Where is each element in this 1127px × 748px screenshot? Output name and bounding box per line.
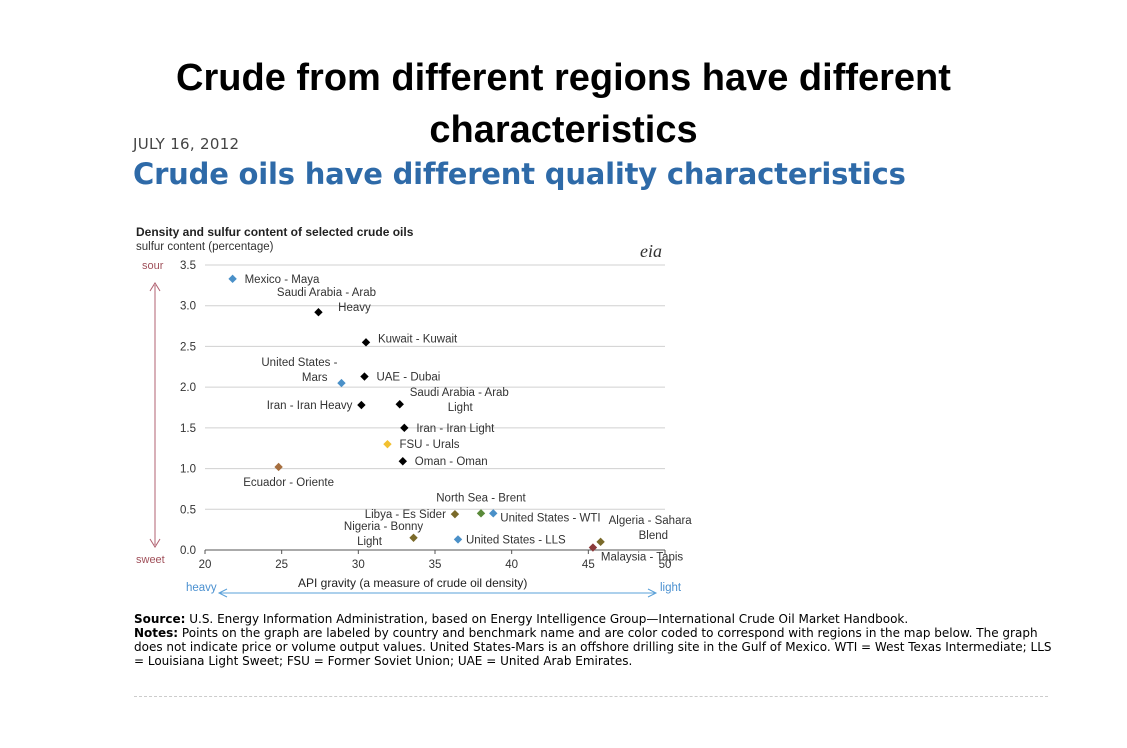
data-point-marker bbox=[476, 509, 486, 518]
notes-text: Points on the graph are labeled by count… bbox=[134, 626, 1052, 668]
page-title: Crude from different regions have differ… bbox=[176, 57, 951, 151]
y-tick-label: 3.0 bbox=[180, 301, 196, 313]
data-point-marker bbox=[596, 537, 605, 547]
axes: 0.0 0.5 1.0 1.5 2.0 2.5 3.0 3.5 20 25 30 35 40 45 50 bbox=[149, 260, 672, 598]
sulfur-arrow-down bbox=[149, 538, 161, 548]
data-point-label: Oman - Oman bbox=[415, 456, 488, 468]
data-point-marker bbox=[360, 372, 369, 381]
data-point-label: Malaysia - Tapis bbox=[601, 552, 683, 564]
data-point-marker bbox=[357, 400, 366, 410]
x-tick-label: 25 bbox=[275, 559, 288, 571]
data-point-label: United States - WTI bbox=[500, 512, 600, 524]
data-point-label: North Sea - Brent bbox=[436, 492, 526, 504]
light-label: light bbox=[660, 582, 682, 594]
data-point-label: UAE - Dubai bbox=[376, 372, 440, 384]
source-text: U.S. Energy Information Administration, … bbox=[185, 612, 909, 626]
gravity-arrow-right bbox=[647, 588, 658, 598]
data-point-marker bbox=[588, 543, 598, 552]
y-tick-label: 0.5 bbox=[180, 504, 196, 516]
notes-label: Notes: bbox=[134, 626, 179, 640]
chart-title: Density and sulfur content of selected c… bbox=[136, 225, 414, 239]
x-tick-label: 35 bbox=[429, 559, 442, 571]
y-tick-label: 0.0 bbox=[180, 545, 196, 557]
y-tick-label: 2.0 bbox=[180, 382, 196, 394]
data-point-label: Light bbox=[448, 402, 474, 414]
data-point-label: Iran - Iran Heavy bbox=[267, 400, 353, 412]
source-label: Source: bbox=[134, 612, 186, 626]
data-point-label: Heavy bbox=[338, 302, 371, 314]
data-point-label: Kuwait - Kuwait bbox=[378, 333, 458, 345]
x-tick-label: 40 bbox=[505, 559, 518, 571]
data-point-marker bbox=[489, 509, 498, 518]
data-point-label: Saudi Arabia - Arab bbox=[410, 387, 509, 399]
data-point-marker bbox=[409, 533, 418, 542]
post-date: JULY 16, 2012 bbox=[133, 135, 240, 153]
y-tick-label: 1.5 bbox=[180, 423, 196, 435]
x-tick-label: 50 bbox=[659, 559, 672, 571]
data-point-label: Saudi Arabia - Arab bbox=[277, 287, 376, 299]
data-point-marker bbox=[395, 400, 404, 409]
x-tick-label: 20 bbox=[199, 559, 212, 571]
data-point-marker bbox=[337, 378, 346, 388]
data-point-label: United States - bbox=[261, 357, 337, 369]
notes-line: Notes: Points on the graph are labeled b… bbox=[134, 626, 1054, 668]
sweet-label: sweet bbox=[136, 554, 165, 566]
data-point-marker bbox=[450, 509, 460, 519]
data-point-marker bbox=[383, 439, 392, 449]
data-point-marker bbox=[314, 308, 323, 317]
x-axis-label: API gravity (a measure of crude oil dens… bbox=[298, 576, 527, 590]
sour-label: sour bbox=[142, 260, 164, 272]
data-point-label: Mexico - Maya bbox=[245, 274, 320, 286]
y-tick-label: 1.0 bbox=[180, 464, 196, 476]
data-point-marker bbox=[398, 457, 407, 466]
eia-logo: eia bbox=[640, 241, 662, 261]
x-tick-label: 45 bbox=[582, 559, 595, 571]
data-point-marker bbox=[400, 423, 409, 433]
data-point-label: Nigeria - Bonny bbox=[344, 521, 424, 533]
data-point-label: Libya - Es Sider bbox=[365, 509, 446, 521]
grid-lines bbox=[205, 264, 665, 510]
data-point-label: United States - LLS bbox=[466, 534, 566, 546]
data-point-marker bbox=[361, 338, 371, 347]
post-subtitle: Crude oils have different quality charac… bbox=[133, 157, 906, 191]
gravity-arrow-left bbox=[217, 588, 228, 598]
section-divider bbox=[134, 696, 1048, 697]
data-point-marker bbox=[453, 535, 463, 544]
data-point-label: Iran - Iran Light bbox=[416, 423, 495, 435]
data-point-label: Blend bbox=[639, 530, 668, 542]
data-point-marker bbox=[274, 462, 283, 472]
sulfur-arrow-up bbox=[149, 282, 161, 292]
data-point-label: Ecuador - Oriente bbox=[243, 477, 334, 489]
y-axis-label: sulfur content (percentage) bbox=[136, 241, 274, 253]
data-point-label: Algeria - Sahara bbox=[609, 515, 693, 527]
data-point-label: Light bbox=[357, 536, 383, 548]
data-point-label: FSU - Urals bbox=[399, 439, 459, 451]
chart-notes: Source: U.S. Energy Information Administ… bbox=[134, 612, 1054, 668]
data-point-marker bbox=[228, 274, 237, 284]
source-line: Source: U.S. Energy Information Administ… bbox=[134, 612, 1054, 626]
y-tick-label: 3.5 bbox=[180, 260, 196, 272]
heavy-label: heavy bbox=[186, 582, 217, 594]
crude-oil-scatter-chart: Density and sulfur content of selected c… bbox=[136, 225, 692, 598]
y-tick-label: 2.5 bbox=[180, 341, 196, 353]
x-tick-label: 30 bbox=[352, 559, 365, 571]
data-point-label: Mars bbox=[302, 372, 328, 384]
